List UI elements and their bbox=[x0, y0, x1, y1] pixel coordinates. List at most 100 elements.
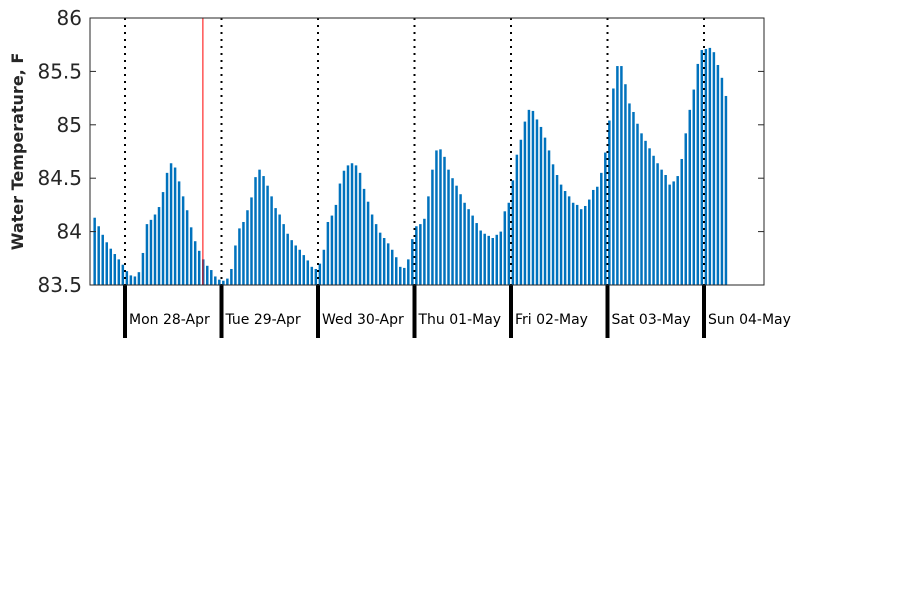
temperature-bar bbox=[173, 167, 177, 285]
temperature-bar bbox=[113, 254, 117, 285]
temperature-bar bbox=[443, 156, 446, 285]
temperature-bar bbox=[189, 227, 193, 285]
temperature-bar bbox=[294, 245, 297, 285]
temperature-bar bbox=[314, 268, 318, 285]
temperature-bar bbox=[475, 223, 478, 285]
temperature-bar bbox=[656, 163, 659, 285]
temperature-bar bbox=[282, 224, 285, 285]
temperature-bar bbox=[246, 210, 249, 285]
temperature-bar bbox=[193, 241, 197, 285]
temperature-bar bbox=[471, 215, 474, 285]
temperature-bar bbox=[531, 110, 535, 285]
temperature-bar bbox=[523, 121, 527, 285]
temperature-bar bbox=[250, 197, 253, 285]
temperature-bar bbox=[226, 278, 229, 285]
temperature-bar bbox=[608, 120, 611, 285]
temperature-bar bbox=[109, 248, 113, 285]
temperature-bar bbox=[592, 189, 595, 285]
temperature-bar bbox=[499, 231, 503, 285]
temperature-bar bbox=[254, 177, 257, 285]
temperature-bar bbox=[242, 221, 245, 285]
temperature-bar bbox=[439, 149, 442, 285]
temperature-bar bbox=[93, 217, 96, 285]
temperature-bar bbox=[302, 255, 306, 285]
temperature-bar bbox=[270, 196, 273, 285]
temperature-bar bbox=[210, 270, 213, 285]
y-tick-label: 83.5 bbox=[37, 273, 82, 297]
temperature-bar bbox=[479, 230, 482, 285]
temperature-bar bbox=[616, 66, 619, 285]
temperature-bar bbox=[644, 140, 647, 285]
temperature-bar bbox=[716, 64, 720, 286]
temperature-bar bbox=[403, 267, 406, 285]
temperature-bar bbox=[483, 233, 486, 285]
temperature-bar bbox=[459, 194, 462, 285]
temperature-bar bbox=[495, 234, 499, 285]
temperature-bar bbox=[206, 265, 209, 285]
temperature-bar bbox=[326, 221, 330, 285]
y-tick-label: 84 bbox=[57, 220, 82, 244]
temperature-bar bbox=[515, 154, 519, 285]
temperature-bar bbox=[161, 192, 165, 285]
temperature-bar bbox=[604, 152, 607, 285]
day-label: Fri 02-May bbox=[515, 312, 588, 328]
temperature-bar bbox=[491, 238, 494, 285]
temperature-bar bbox=[575, 204, 579, 285]
temperature-bar bbox=[125, 271, 129, 285]
temperature-bar bbox=[579, 209, 583, 285]
temperature-bar bbox=[660, 169, 663, 285]
y-tick-label: 85.5 bbox=[37, 59, 82, 83]
temperature-bar bbox=[600, 172, 603, 285]
y-tick-label: 85 bbox=[57, 113, 82, 137]
temperature-bar bbox=[234, 245, 237, 285]
temperature-bar bbox=[386, 243, 390, 285]
temperature-bar bbox=[153, 214, 157, 285]
temperature-bar bbox=[455, 185, 458, 285]
temperature-bar bbox=[378, 232, 382, 285]
temperature-bar bbox=[511, 180, 515, 285]
temperature-bar bbox=[519, 139, 523, 285]
temperature-bar bbox=[676, 176, 679, 285]
temperature-bar bbox=[346, 165, 350, 285]
temperature-bar bbox=[431, 169, 434, 285]
temperature-bar bbox=[583, 205, 587, 285]
temperature-bar bbox=[487, 235, 490, 285]
temperature-bar bbox=[503, 211, 507, 285]
temperature-bar bbox=[712, 52, 716, 286]
temperature-bar bbox=[169, 163, 173, 285]
temperature-bar bbox=[632, 111, 635, 285]
temperature-bar bbox=[507, 202, 511, 285]
temperature-bar bbox=[382, 238, 386, 285]
temperature-bar bbox=[620, 66, 623, 285]
temperature-bar bbox=[298, 249, 301, 285]
temperature-bar bbox=[390, 249, 394, 285]
temperature-bar bbox=[358, 172, 362, 285]
temperature-bar bbox=[684, 133, 687, 285]
temperature-bar bbox=[571, 202, 575, 285]
temperature-bar bbox=[704, 48, 708, 285]
temperature-bar bbox=[636, 123, 639, 285]
day-labels: Mon 28-Apr Tue 29-Apr Wed 30-Apr Thu 01-May… bbox=[129, 312, 791, 328]
temperature-bar bbox=[262, 176, 265, 285]
temperature-bar bbox=[664, 175, 667, 285]
temperature-bar bbox=[720, 77, 724, 285]
day-label: Sat 03-May bbox=[612, 312, 691, 328]
temperature-bar bbox=[274, 208, 277, 285]
temperature-bar bbox=[451, 178, 454, 285]
temperature-bar bbox=[338, 183, 342, 285]
temperature-bar bbox=[101, 234, 104, 285]
temperature-bar bbox=[555, 175, 559, 285]
temperature-bar bbox=[342, 170, 346, 285]
temperature-bar bbox=[286, 233, 289, 285]
temperature-bar bbox=[310, 266, 314, 285]
temperature-bar bbox=[334, 204, 338, 285]
temperature-bar bbox=[214, 276, 217, 285]
y-tick-label: 86 bbox=[57, 6, 82, 30]
temperature-bar bbox=[668, 184, 671, 285]
temperature-bar bbox=[222, 280, 225, 285]
temperature-bar bbox=[688, 109, 692, 285]
day-separators bbox=[123, 18, 706, 338]
temperature-bar bbox=[266, 185, 269, 285]
temperature-bar bbox=[354, 165, 358, 285]
temperature-bar bbox=[218, 279, 221, 285]
